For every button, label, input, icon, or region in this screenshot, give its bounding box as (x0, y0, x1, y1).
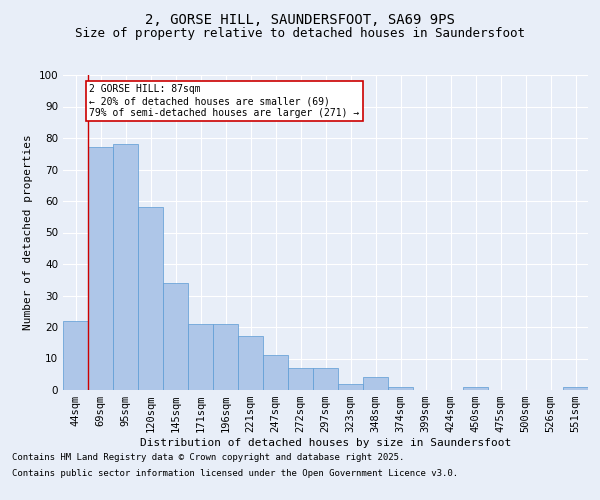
Bar (188, 324, 213, 390)
Bar (363, 378, 388, 390)
Y-axis label: Number of detached properties: Number of detached properties (23, 134, 33, 330)
Bar (463, 387, 488, 390)
Bar (388, 387, 413, 390)
X-axis label: Distribution of detached houses by size in Saundersfoot: Distribution of detached houses by size … (140, 438, 511, 448)
Bar (213, 324, 238, 390)
Bar (238, 336, 263, 390)
Bar (263, 356, 288, 390)
Text: 2 GORSE HILL: 87sqm
← 20% of detached houses are smaller (69)
79% of semi-detach: 2 GORSE HILL: 87sqm ← 20% of detached ho… (89, 84, 359, 117)
Bar (138, 208, 163, 390)
Text: 2, GORSE HILL, SAUNDERSFOOT, SA69 9PS: 2, GORSE HILL, SAUNDERSFOOT, SA69 9PS (145, 12, 455, 26)
Text: Size of property relative to detached houses in Saundersfoot: Size of property relative to detached ho… (75, 28, 525, 40)
Bar (88, 148, 113, 390)
Bar (113, 144, 138, 390)
Bar (563, 387, 588, 390)
Bar (313, 368, 338, 390)
Bar (63, 320, 88, 390)
Bar (288, 368, 313, 390)
Text: Contains public sector information licensed under the Open Government Licence v3: Contains public sector information licen… (12, 468, 458, 477)
Bar (163, 283, 188, 390)
Text: Contains HM Land Registry data © Crown copyright and database right 2025.: Contains HM Land Registry data © Crown c… (12, 454, 404, 462)
Bar (338, 384, 363, 390)
